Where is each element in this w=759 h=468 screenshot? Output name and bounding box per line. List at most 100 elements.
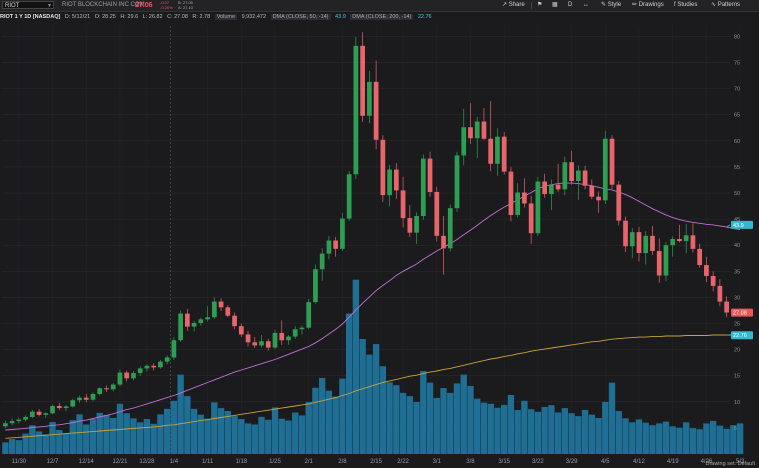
volume-bar: [709, 420, 717, 454]
volume-bar: [554, 412, 562, 454]
patterns-button[interactable]: ∿ Patterns: [711, 0, 740, 11]
candle-body: [319, 253, 325, 270]
candle: [677, 224, 682, 243]
candle-body: [164, 357, 170, 362]
candle-body: [117, 372, 123, 385]
candle-body: [265, 341, 271, 348]
candle: [198, 317, 204, 326]
candle: [279, 320, 285, 345]
legend-high: H: 29.6: [120, 14, 139, 20]
volume-bar: [386, 382, 393, 454]
drawings-label: Drawings: [638, 2, 664, 8]
candle-body: [9, 421, 15, 424]
volume-bar: [433, 397, 440, 454]
candle: [407, 205, 413, 237]
studies-icon: f: [674, 2, 676, 8]
volume-study-label[interactable]: Volume: [214, 14, 238, 20]
volume-bar: [224, 411, 231, 454]
x-axis-tick-label: 4/19: [667, 459, 679, 465]
volume-bar: [440, 388, 447, 454]
candle-body: [474, 121, 480, 139]
y-axis-tick-label: 35: [734, 269, 740, 275]
candle: [110, 383, 116, 392]
candle: [582, 165, 588, 190]
candle-body: [670, 238, 676, 246]
candle: [468, 103, 473, 144]
candle-body: [279, 332, 285, 341]
volume-bar: [736, 423, 744, 454]
candle-body: [522, 192, 527, 204]
volume-bar: [501, 404, 508, 454]
x-axis-tick-label: 12/14: [79, 459, 95, 465]
candle: [623, 216, 628, 253]
candle-body: [609, 138, 615, 185]
expand-button[interactable]: ↔: [583, 0, 589, 11]
dma50-study-label[interactable]: DMA (CLOSE, 50, -14): [270, 14, 331, 20]
volume-bar: [157, 414, 164, 454]
volume-bar: [116, 403, 124, 454]
volume-value: 9,932,472: [241, 14, 267, 20]
last-price-tag: 27.08: [733, 311, 747, 317]
candle-body: [232, 315, 237, 327]
candle: [393, 163, 399, 199]
share-button[interactable]: ↗ Share: [502, 0, 525, 11]
candle-body: [434, 191, 440, 236]
x-axis-tick-label: 3/1: [433, 459, 442, 465]
volume-bar: [649, 425, 656, 454]
volume-bar: [29, 425, 36, 454]
x-axis-tick-label: 3/15: [498, 459, 510, 465]
timeframe-button[interactable]: D: [568, 0, 572, 11]
volume-bar: [204, 418, 211, 454]
x-axis-tick-label: 2/15: [370, 459, 382, 465]
candle: [191, 320, 197, 332]
volume-bar: [716, 425, 724, 454]
flag-button[interactable]: ⚑: [537, 0, 542, 11]
volume-bar: [177, 374, 184, 454]
candle-body: [636, 232, 642, 254]
candle: [211, 297, 217, 319]
drawings-button[interactable]: ✏ Drawings: [632, 0, 664, 11]
volume-bar: [399, 392, 407, 454]
style-icon: ✎: [601, 2, 607, 8]
volume-bar: [298, 415, 306, 454]
volume-bar: [642, 422, 649, 454]
volume-bar: [460, 374, 467, 454]
volume-bar: [723, 428, 730, 454]
symbol-input[interactable]: RIOT ▾: [2, 1, 54, 9]
candle: [542, 173, 547, 198]
candle-body: [616, 184, 622, 221]
candle-body: [704, 265, 709, 277]
candle-body: [131, 373, 136, 379]
candle: [299, 325, 305, 335]
candle-body: [211, 301, 217, 318]
candle: [488, 101, 494, 172]
volume-bar: [548, 405, 555, 454]
candle-body: [90, 393, 96, 400]
volume-bar: [89, 419, 97, 454]
chevron-down-icon: ▾: [47, 3, 51, 9]
candle-body: [50, 405, 55, 414]
drawing-set-label[interactable]: Drawing set: Default: [705, 461, 755, 467]
candle-body: [286, 336, 291, 341]
volume-bar: [487, 403, 494, 454]
expand-icon: ↔: [583, 2, 589, 8]
y-axis-tick-label: 75: [734, 61, 740, 67]
candle: [353, 36, 359, 179]
volume-bar: [669, 426, 676, 454]
dma200-study-label[interactable]: DMA (CLOSE, 200, -14): [350, 14, 414, 20]
dma200-price-tag: 22.76: [733, 333, 747, 339]
candle-body: [70, 400, 76, 407]
style-button[interactable]: ✎ Style: [601, 0, 621, 11]
studies-button[interactable]: f Studies: [674, 0, 697, 11]
y-axis-tick-label: 55: [734, 165, 740, 171]
style-label: Style: [607, 2, 622, 8]
patterns-label: Patterns: [717, 2, 741, 8]
candle-body: [414, 215, 419, 233]
candle: [238, 323, 244, 338]
grid-button[interactable]: ▦: [552, 0, 558, 11]
price-chart[interactable]: 5 10 15 20 25 30 35 40 45 50 55 60 65 70 75 80 11/30 12/7…: [0, 22, 759, 468]
share-icon: ↗: [502, 2, 508, 8]
candle: [29, 410, 35, 418]
dma200-line: [5, 334, 741, 439]
candle-body: [137, 368, 143, 374]
